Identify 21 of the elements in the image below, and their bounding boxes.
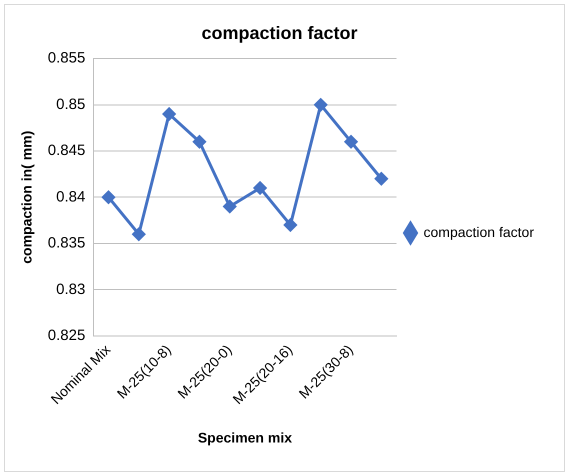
point xyxy=(132,228,146,241)
y-tick-label: 0.845 xyxy=(48,142,86,160)
point xyxy=(254,181,267,194)
point xyxy=(374,172,388,186)
point xyxy=(314,98,328,112)
point xyxy=(344,135,358,148)
chart-title: compaction factor xyxy=(201,22,358,43)
y-tick-label: 0.83 xyxy=(56,280,86,298)
y-tick-label: 0.825 xyxy=(48,326,86,344)
point xyxy=(162,108,176,121)
x-axis-title: Specimen mix xyxy=(198,429,292,446)
y-tick-label: 0.855 xyxy=(48,50,86,67)
point xyxy=(223,200,236,213)
y-axis-title: compaction in( mm) xyxy=(18,130,34,264)
y-tick-label: 0.835 xyxy=(48,234,86,252)
legend-label: compaction factor xyxy=(424,224,534,240)
point xyxy=(102,190,115,204)
point xyxy=(284,218,297,232)
y-tick-label: 0.85 xyxy=(56,96,86,113)
y-tick-label: 0.84 xyxy=(56,188,86,206)
point xyxy=(192,135,206,148)
